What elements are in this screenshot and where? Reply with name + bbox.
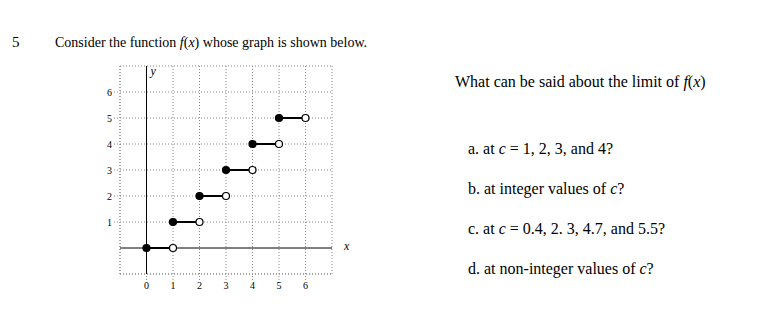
svg-text:2: 2 — [197, 280, 202, 291]
html-text:b. at integer values of c?: b. at integer values of c? — [468, 180, 625, 197]
svg-text:2: 2 — [107, 191, 112, 202]
svg-text:4: 4 — [250, 280, 255, 291]
svg-text:5: 5 — [107, 113, 112, 124]
html-text:a. at c = 1, 2, 3, and 4?: a. at c = 1, 2, 3, and 4? — [468, 140, 613, 157]
html-text:What can be said about the lim: What can be said about the limit of f (x… — [455, 73, 706, 90]
svg-text:3: 3 — [107, 165, 112, 176]
html-text:x: x — [344, 239, 350, 253]
html-text:c. at c = 0.4, 2. 3, 4.7, and: c. at c = 0.4, 2. 3, 4.7, and 5.5? — [468, 220, 665, 237]
svg-text:6: 6 — [303, 280, 308, 291]
svg-text:6: 6 — [107, 87, 112, 98]
svg-text:5: 5 — [277, 280, 282, 291]
html-text:5: 5 — [12, 34, 20, 50]
svg-text:1: 1 — [171, 280, 176, 291]
html-text:d. at non-integer values of c?: d. at non-integer values of c? — [468, 260, 654, 277]
svg-text:0: 0 — [144, 280, 149, 291]
html-text:Consider the function f (x) wh: Consider the function f (x) whose graph … — [55, 35, 368, 50]
svg-text:4: 4 — [107, 139, 112, 150]
svg-text:1: 1 — [107, 217, 112, 228]
html-text:y: y — [150, 64, 156, 78]
svg-text:3: 3 — [224, 280, 229, 291]
